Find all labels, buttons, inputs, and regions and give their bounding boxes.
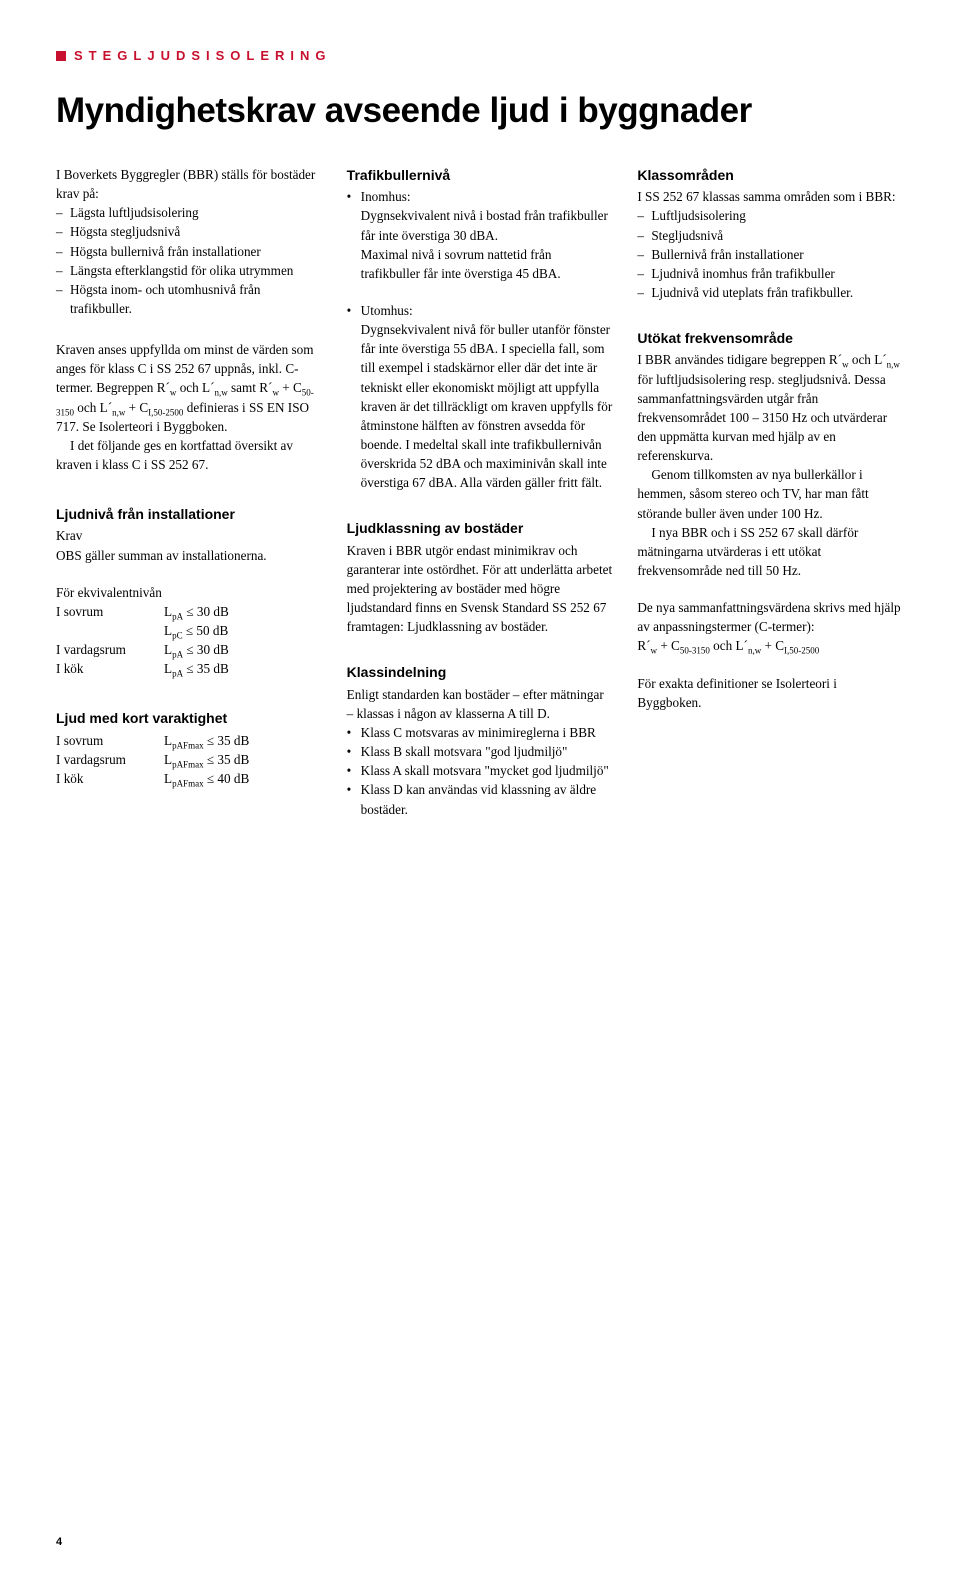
para: I SS 252 67 klassas samma områden som i … xyxy=(637,187,904,206)
list-item: Klass C motsvaras av minimireglerna i BB… xyxy=(347,723,614,742)
heading: Trafikbullernivå xyxy=(347,165,614,185)
ekv-label: För ekvivalentnivån xyxy=(56,583,323,602)
table-row: I vardagsrum LpAFmax ≤ 35 dB xyxy=(56,750,323,769)
heading: Utökat frekvensområde xyxy=(637,328,904,348)
category-label: STEGLJUDSISOLERING xyxy=(74,48,332,63)
list-item: Luftljudsisolering xyxy=(637,206,904,225)
heading: Klassindelning xyxy=(347,662,614,682)
square-icon xyxy=(56,51,66,61)
list-item: Lägsta luftljudsisolering xyxy=(56,203,323,222)
list-item: Stegljudsnivå xyxy=(637,226,904,245)
heading: Klassområden xyxy=(637,165,904,185)
list-item: Högsta inom- och utomhusnivå från trafik… xyxy=(56,280,323,318)
class-list: Klass C motsvaras av minimireglerna i BB… xyxy=(347,723,614,819)
section-classification: Ljudklassning av bostäder Kraven i BBR u… xyxy=(347,518,614,636)
section-traffic: Trafikbullernivå Inomhus: Dygnsekvivalen… xyxy=(347,165,614,492)
heading: Ljudnivå från installationer xyxy=(56,504,323,524)
krav: Krav xyxy=(56,526,323,545)
section-short-duration: Ljud med kort varaktighet I sovrum LpAFm… xyxy=(56,708,323,788)
category-header: STEGLJUDSISOLERING xyxy=(56,48,904,63)
table-row: I vardagsrum LpA ≤ 30 dB xyxy=(56,640,323,659)
table-row: LpC ≤ 50 dB xyxy=(56,621,323,640)
list-item: Inomhus: Dygnsekvivalent nivå i bostad f… xyxy=(347,187,614,283)
formula: R´w + C50-3150 och L´n,w + CI,50-2500 xyxy=(637,636,904,655)
table-row: I kök LpAFmax ≤ 40 dB xyxy=(56,769,323,788)
list-item: Ljudnivå inomhus från trafikbuller xyxy=(637,264,904,283)
intro-list: Lägsta luftljudsisolering Högsta steglju… xyxy=(56,203,323,318)
para2: Kraven anses uppfyllda om minst de värde… xyxy=(56,340,323,436)
heading: Ljudklassning av bostäder xyxy=(347,518,614,538)
para2-block: Kraven anses uppfyllda om minst de värde… xyxy=(56,340,323,474)
list-item: Klass B skall motsvara "god ljudmiljö" xyxy=(347,742,614,761)
list-item: Bullernivå från installationer xyxy=(637,245,904,264)
section-class-areas: Klassområden I SS 252 67 klassas samma o… xyxy=(637,165,904,302)
list-item: Längsta efterklangstid för olika utrymme… xyxy=(56,261,323,280)
list-item: Klass D kan användas vid klassning av äl… xyxy=(347,780,614,818)
obs: OBS gäller summan av installationerna. xyxy=(56,546,323,565)
table-row: I kök LpA ≤ 35 dB xyxy=(56,659,323,678)
heading: Ljud med kort varaktighet xyxy=(56,708,323,728)
table-row: I sovrum LpA ≤ 30 dB xyxy=(56,602,323,621)
para: I nya BBR och i SS 252 67 skall därför m… xyxy=(637,523,904,580)
para: Genom tillkomsten av nya bullerkällor i … xyxy=(637,465,904,522)
table-row: I sovrum LpAFmax ≤ 35 dB xyxy=(56,731,323,750)
page-number: 4 xyxy=(56,1536,62,1548)
para: Enligt standarden kan bostäder – efter m… xyxy=(347,685,614,723)
traffic-list-2: Utomhus: Dygnsekvivalent nivå för buller… xyxy=(347,301,614,492)
section-class-division: Klassindelning Enligt standarden kan bos… xyxy=(347,662,614,818)
content-columns: I Boverkets Byggregler (BBR) ställs för … xyxy=(56,165,904,841)
column-3: Klassområden I SS 252 67 klassas samma o… xyxy=(637,165,904,841)
column-1: I Boverkets Byggregler (BBR) ställs för … xyxy=(56,165,323,841)
list-item: Utomhus: Dygnsekvivalent nivå för buller… xyxy=(347,301,614,492)
para: För exakta definitioner se Isolerteori i… xyxy=(637,674,904,712)
areas-list: Luftljudsisolering Stegljudsnivå Bullern… xyxy=(637,206,904,302)
list-item: Högsta stegljudsnivå xyxy=(56,222,323,241)
traffic-list: Inomhus: Dygnsekvivalent nivå i bostad f… xyxy=(347,187,614,283)
intro-block: I Boverkets Byggregler (BBR) ställs för … xyxy=(56,165,323,318)
section-installations: Ljudnivå från installationer Krav OBS gä… xyxy=(56,504,323,678)
list-item: Ljudnivå vid uteplats från trafikbuller. xyxy=(637,283,904,302)
para: I BBR användes tidigare begreppen R´w oc… xyxy=(637,350,904,465)
page-title: Myndighetskrav avseende ljud i byggnader xyxy=(56,91,904,131)
para: Kraven i BBR utgör endast minimikrav och… xyxy=(347,541,614,637)
intro-text: I Boverkets Byggregler (BBR) ställs för … xyxy=(56,165,323,203)
list-item: Klass A skall motsvara "mycket god ljudm… xyxy=(347,761,614,780)
section-extended-freq: Utökat frekvensområde I BBR användes tid… xyxy=(637,328,904,712)
column-2: Trafikbullernivå Inomhus: Dygnsekvivalen… xyxy=(347,165,614,841)
para: De nya sammanfattningsvärdena skrivs med… xyxy=(637,598,904,636)
list-item: Högsta bullernivå från installationer xyxy=(56,242,323,261)
para2h: I det följande ges en kortfattad översik… xyxy=(56,436,323,474)
